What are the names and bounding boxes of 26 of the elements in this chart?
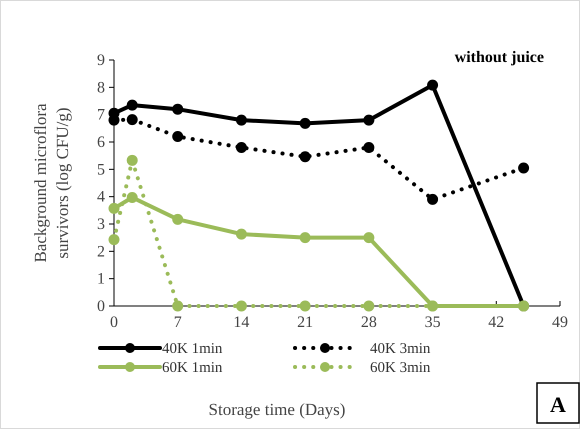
y-tick-label: 8 <box>97 79 105 96</box>
y-tick-label: 6 <box>97 134 105 151</box>
annotation: without juice <box>454 49 544 66</box>
y-tick-label: 9 <box>97 52 105 69</box>
x-tick-label: 49 <box>552 314 568 331</box>
x-tick-label: 7 <box>174 314 182 331</box>
x-tick-label: 42 <box>488 314 504 331</box>
legend-label: 60K 1min <box>162 360 223 376</box>
legend-label: 40K 3min <box>370 341 431 357</box>
y-axis-title: Background microflora survivors (log CFU/g) <box>31 103 72 263</box>
y-tick-label: 1 <box>97 270 105 288</box>
x-tick-label: 0 <box>110 314 118 331</box>
y-tick-label: 2 <box>97 243 105 260</box>
y-tick-label: 7 <box>97 106 105 124</box>
y-tick-label: 4 <box>97 188 105 206</box>
x-axis-title: Storage time (Days) <box>208 400 346 419</box>
legend-label: 60K 3min <box>370 360 431 376</box>
x-tick-label: 28 <box>360 314 377 331</box>
y-tick-label: 0 <box>97 298 105 315</box>
x-tick-label: 21 <box>297 314 314 331</box>
y-tick-label: 5 <box>97 161 105 178</box>
y-tick-label: 3 <box>97 216 105 233</box>
x-tick-label: 35 <box>424 314 441 331</box>
x-tick-label: 14 <box>233 314 250 331</box>
legend-label: 40K 1min <box>162 341 223 357</box>
text: A <box>550 392 566 417</box>
